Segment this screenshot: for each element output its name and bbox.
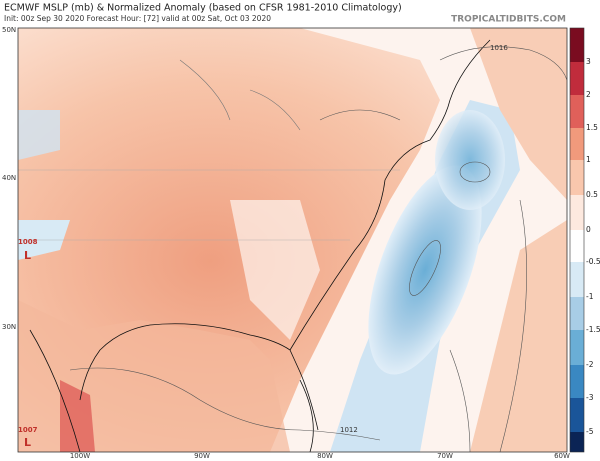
colorbar-label: -2 [586, 360, 594, 369]
lat-label: 50N [2, 26, 16, 34]
isobar-label: 1012 [340, 426, 358, 434]
colorbar-label: 3 [586, 57, 591, 66]
pressure-center-value: 1008 [18, 238, 38, 246]
lon-label: 80W [317, 452, 333, 460]
low-marker: L [24, 249, 31, 262]
colorbar-labels: 3 2 1.5 1 0.5 0 -0.5 -1 -1.5 -2 -3 -5 [586, 57, 600, 436]
subtitle: Init: 00z Sep 30 2020 Forecast Hour: [72… [4, 14, 271, 23]
low-marker: L [24, 436, 31, 449]
map-area [18, 28, 567, 452]
colorbar [569, 27, 585, 453]
lat-label: 40N [2, 174, 16, 182]
title: ECMWF MSLP (mb) & Normalized Anomaly (ba… [4, 3, 402, 14]
lat-label: 30N [2, 323, 16, 331]
lon-label: 100W [70, 452, 90, 460]
colorbar-label: 1 [586, 155, 591, 164]
colorbar-label: -3 [586, 393, 594, 402]
colorbar-label: 0.5 [586, 190, 598, 199]
watermark: TROPICALTIDBITS.COM [451, 15, 566, 25]
colorbar-label: 1.5 [586, 123, 598, 132]
colorbar-label: -1 [586, 292, 594, 301]
lon-label: 90W [194, 452, 210, 460]
lon-label: 60W [554, 452, 570, 460]
colorbar-label: 2 [586, 90, 591, 99]
colorbar-label: 0 [586, 225, 591, 234]
colorbar-label: -1.5 [586, 325, 600, 334]
lon-label: 70W [437, 452, 453, 460]
isobar-label: 1016 [490, 44, 508, 52]
pressure-center-value: 1007 [18, 426, 38, 434]
colorbar-label: -0.5 [586, 257, 600, 266]
colorbar-label: -5 [586, 427, 594, 436]
